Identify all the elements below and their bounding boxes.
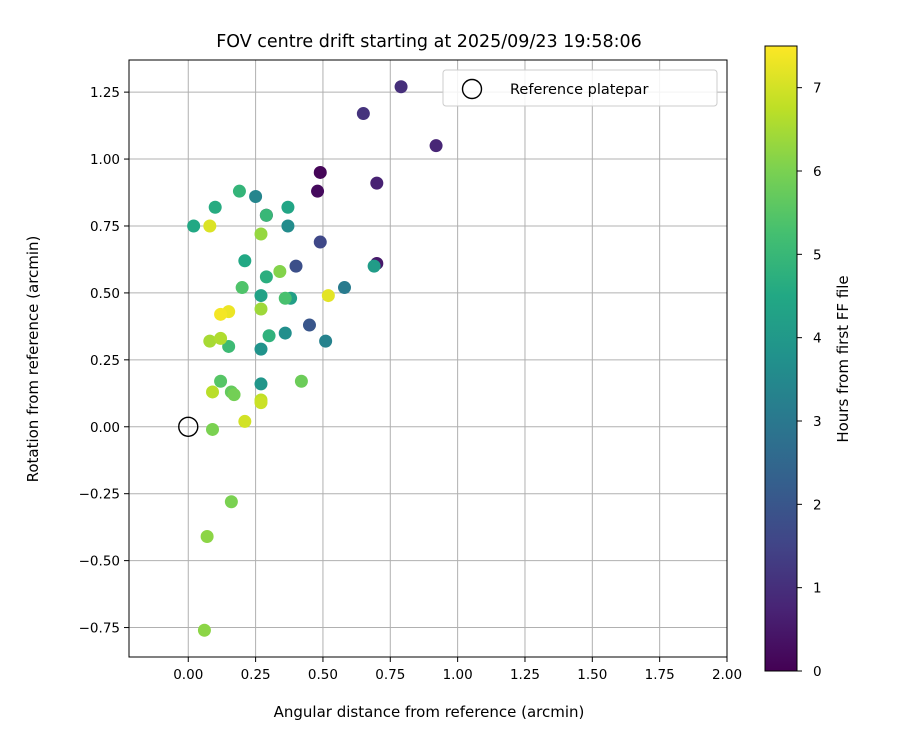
- data-point: [254, 302, 268, 316]
- data-point: [337, 281, 351, 295]
- y-tick-label: 0.50: [90, 286, 120, 302]
- y-tick-label: 1.25: [90, 85, 120, 101]
- x-tick-label: 0.50: [308, 667, 338, 683]
- data-point: [197, 623, 211, 637]
- data-points: [187, 80, 443, 637]
- y-tick-label: −0.25: [79, 487, 120, 503]
- data-point: [394, 80, 408, 94]
- x-tick-label: 1.00: [443, 667, 473, 683]
- legend-label: Reference platepar: [510, 82, 648, 98]
- data-point: [302, 318, 316, 332]
- colorbar-tick-label: 6: [813, 164, 822, 180]
- data-point: [238, 254, 252, 268]
- data-point: [262, 329, 276, 343]
- x-tick-label: 1.50: [577, 667, 607, 683]
- data-point: [370, 176, 384, 190]
- data-point: [321, 289, 335, 303]
- data-point: [222, 339, 236, 353]
- data-point: [281, 219, 295, 233]
- reference-marker: [178, 416, 199, 437]
- data-point: [232, 184, 246, 198]
- data-point: [214, 374, 228, 388]
- x-tick-label: 2.00: [712, 667, 742, 683]
- x-axis-label: Angular distance from reference (arcmin): [274, 703, 585, 721]
- data-point: [238, 414, 252, 428]
- colorbar-tick-label: 3: [813, 414, 822, 430]
- colorbar: 0 1 2 3 4 5 6 7 Hours from first FF file: [764, 45, 852, 680]
- y-tick-label: 1.00: [90, 152, 120, 168]
- x-axis-ticks: 0.00 0.25 0.50 0.75 1.00 1.25 1.50 1.75 2.00: [173, 657, 742, 683]
- data-point: [254, 342, 268, 356]
- legend-marker-icon: [461, 78, 483, 100]
- data-point: [254, 396, 268, 410]
- data-point: [356, 107, 370, 121]
- data-point: [313, 235, 327, 249]
- plot-frame: [128, 59, 728, 658]
- data-point: [254, 227, 268, 241]
- data-point: [294, 374, 308, 388]
- data-point: [278, 326, 292, 340]
- data-point: [208, 200, 222, 214]
- colorbar-tick-label: 2: [813, 497, 822, 513]
- data-point: [429, 139, 443, 153]
- data-point: [187, 219, 201, 233]
- colorbar-tick-label: 5: [813, 247, 822, 263]
- data-point: [281, 200, 295, 214]
- colorbar-tick-label: 4: [813, 331, 822, 347]
- legend-box: [442, 69, 718, 107]
- data-point: [200, 530, 214, 544]
- data-point: [367, 259, 381, 273]
- x-tick-label: 0.25: [241, 667, 271, 683]
- y-tick-label: 0.00: [90, 420, 120, 436]
- y-axis-label: Rotation from reference (arcmin): [24, 236, 42, 483]
- data-point: [313, 165, 327, 179]
- data-point: [206, 385, 220, 399]
- y-tick-label: −0.50: [79, 554, 120, 570]
- x-tick-label: 1.75: [645, 667, 675, 683]
- colorbar-tick-label: 0: [813, 664, 822, 680]
- data-point: [203, 334, 217, 348]
- data-point: [203, 219, 217, 233]
- chart-title: FOV centre drift starting at 2025/09/23 …: [216, 32, 642, 52]
- y-axis-ticks: −0.75 −0.50 −0.25 0.00 0.25 0.50 0.75 1.00 1.25: [79, 85, 129, 637]
- data-point: [224, 495, 238, 509]
- data-point: [235, 281, 249, 295]
- colorbar-frame: [764, 45, 798, 672]
- y-tick-label: 0.75: [90, 219, 120, 235]
- data-point: [214, 331, 228, 345]
- data-point: [249, 190, 263, 204]
- reference-marker-layer: [178, 416, 199, 437]
- data-point: [254, 377, 268, 391]
- data-point: [259, 208, 273, 222]
- colorbar-gradient: [765, 46, 797, 671]
- data-point: [259, 270, 273, 284]
- x-tick-label: 0.75: [375, 667, 405, 683]
- x-tick-label: 1.25: [510, 667, 540, 683]
- data-point: [254, 289, 268, 303]
- data-point: [278, 291, 292, 305]
- y-tick-label: 0.25: [90, 353, 120, 369]
- legend: Reference platepar: [442, 69, 718, 107]
- x-tick-label: 0.00: [173, 667, 203, 683]
- data-point: [289, 259, 303, 273]
- data-point: [311, 184, 325, 198]
- data-point: [227, 388, 241, 402]
- colorbar-tick-label: 1: [813, 581, 822, 597]
- colorbar-label: Hours from first FF file: [834, 275, 852, 442]
- data-point: [319, 334, 333, 348]
- colorbar-tick-label: 7: [813, 81, 822, 97]
- data-point: [206, 422, 220, 436]
- colorbar-ticks: 0 1 2 3 4 5 6 7: [797, 81, 822, 680]
- data-point: [214, 307, 228, 321]
- y-tick-label: −0.75: [79, 621, 120, 637]
- data-point: [273, 264, 287, 278]
